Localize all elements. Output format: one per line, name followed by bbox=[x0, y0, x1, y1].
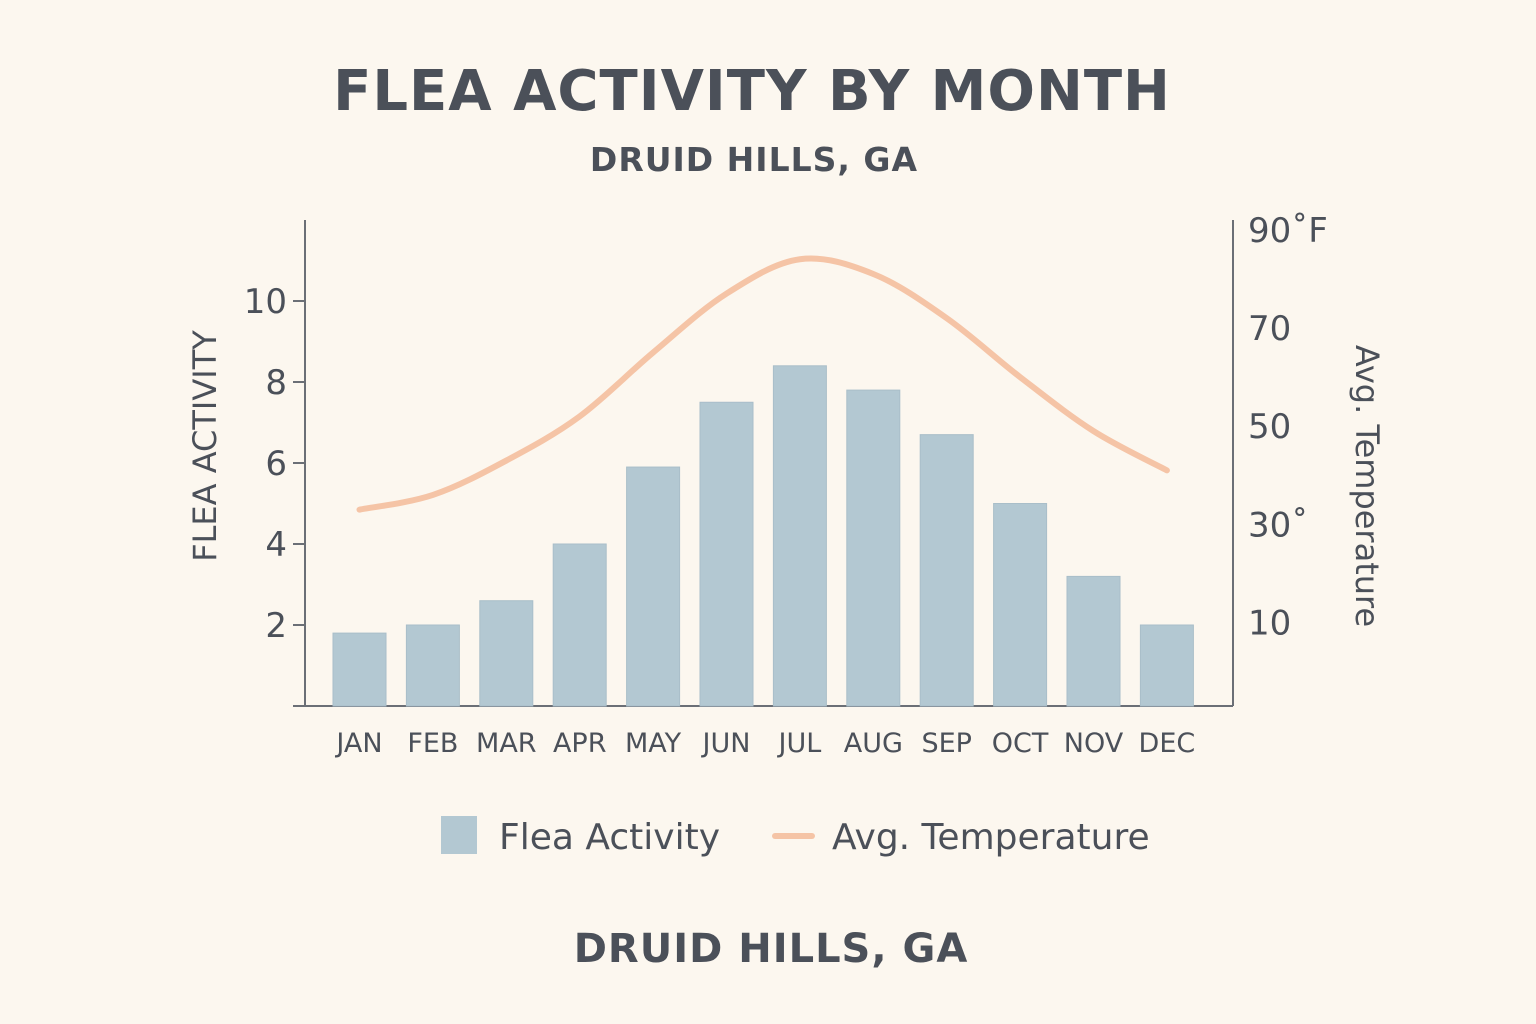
y-axis-title-left: FLEA ACTIVITY bbox=[186, 330, 224, 562]
temperature-point-sep bbox=[946, 317, 948, 319]
left-tick-label: 2 bbox=[265, 606, 287, 646]
right-tick-label: 30˚ bbox=[1248, 505, 1308, 545]
legend-swatch-bar bbox=[441, 816, 477, 854]
category-label: APR bbox=[553, 728, 607, 759]
category-label: MAY bbox=[625, 728, 682, 759]
temperature-point-nov bbox=[1093, 430, 1094, 432]
left-axis-ticks: 10 8 6 4 2 bbox=[244, 282, 305, 707]
left-tick-label: 8 bbox=[265, 363, 287, 403]
chart-footer: DRUID HILLS, GA bbox=[574, 926, 969, 972]
chart-subtitle: DRUID HILLS, GA bbox=[590, 140, 918, 179]
temperature-line bbox=[356, 255, 1170, 513]
bar-jun bbox=[699, 401, 754, 707]
category-label: DEC bbox=[1139, 728, 1196, 759]
category-label: JUL bbox=[777, 728, 822, 759]
temperature-point-aug bbox=[872, 273, 874, 275]
temperature-point-jun bbox=[726, 293, 727, 295]
line-series bbox=[356, 255, 1170, 513]
category-label: MAR bbox=[476, 728, 537, 759]
bar-jan bbox=[332, 632, 387, 707]
right-axis-ticks: 90˚F 70 50 30˚ 10 bbox=[1248, 211, 1328, 644]
right-tick-label: 10 bbox=[1248, 604, 1291, 644]
legend-label-avg-temperature: Avg. Temperature bbox=[832, 817, 1150, 858]
bar-may bbox=[626, 466, 681, 707]
temperature-point-dec bbox=[1166, 469, 1168, 471]
right-tick-label: 50 bbox=[1248, 407, 1291, 447]
bar-oct bbox=[993, 503, 1048, 707]
bar-sep bbox=[919, 434, 974, 707]
legend-label-flea-activity: Flea Activity bbox=[499, 817, 720, 858]
left-tick-label: 4 bbox=[265, 525, 287, 565]
category-label: FEB bbox=[407, 728, 458, 759]
bar-mar bbox=[479, 600, 534, 707]
bar-aug bbox=[846, 389, 901, 707]
y-axis-title-right: Avg. Temperature bbox=[1348, 345, 1386, 627]
category-label: NOV bbox=[1064, 728, 1124, 759]
legend: Flea Activity Avg. Temperature bbox=[441, 816, 1150, 858]
bar-feb bbox=[405, 624, 460, 707]
category-label: JAN bbox=[334, 728, 382, 759]
left-tick-label: 6 bbox=[265, 444, 287, 484]
chart-title: FLEA ACTIVITY BY MONTH bbox=[333, 59, 1171, 124]
temperature-point-oct bbox=[1019, 376, 1021, 378]
bar-jul bbox=[772, 365, 827, 707]
right-tick-label: 90˚F bbox=[1248, 211, 1328, 251]
left-tick-label: 10 bbox=[244, 282, 287, 322]
right-tick-label: 70 bbox=[1248, 309, 1291, 349]
category-label: OCT bbox=[992, 728, 1049, 759]
category-labels: JAN FEB MAR APR MAY JUN JUL AUG SEP OCT NOV DEC bbox=[334, 728, 1195, 759]
bar-apr bbox=[552, 543, 607, 707]
bar-dec bbox=[1139, 624, 1194, 707]
temperature-point-mar bbox=[505, 460, 507, 462]
temperature-point-may bbox=[652, 352, 654, 354]
category-label: JUN bbox=[701, 728, 751, 759]
temperature-point-jul bbox=[799, 258, 801, 260]
temperature-point-jan bbox=[359, 509, 360, 511]
bar-series bbox=[332, 365, 1194, 707]
category-label: SEP bbox=[921, 728, 971, 759]
temperature-point-apr bbox=[579, 415, 581, 417]
category-label: AUG bbox=[844, 728, 903, 759]
temperature-point-feb bbox=[432, 494, 434, 496]
bar-nov bbox=[1066, 575, 1121, 707]
